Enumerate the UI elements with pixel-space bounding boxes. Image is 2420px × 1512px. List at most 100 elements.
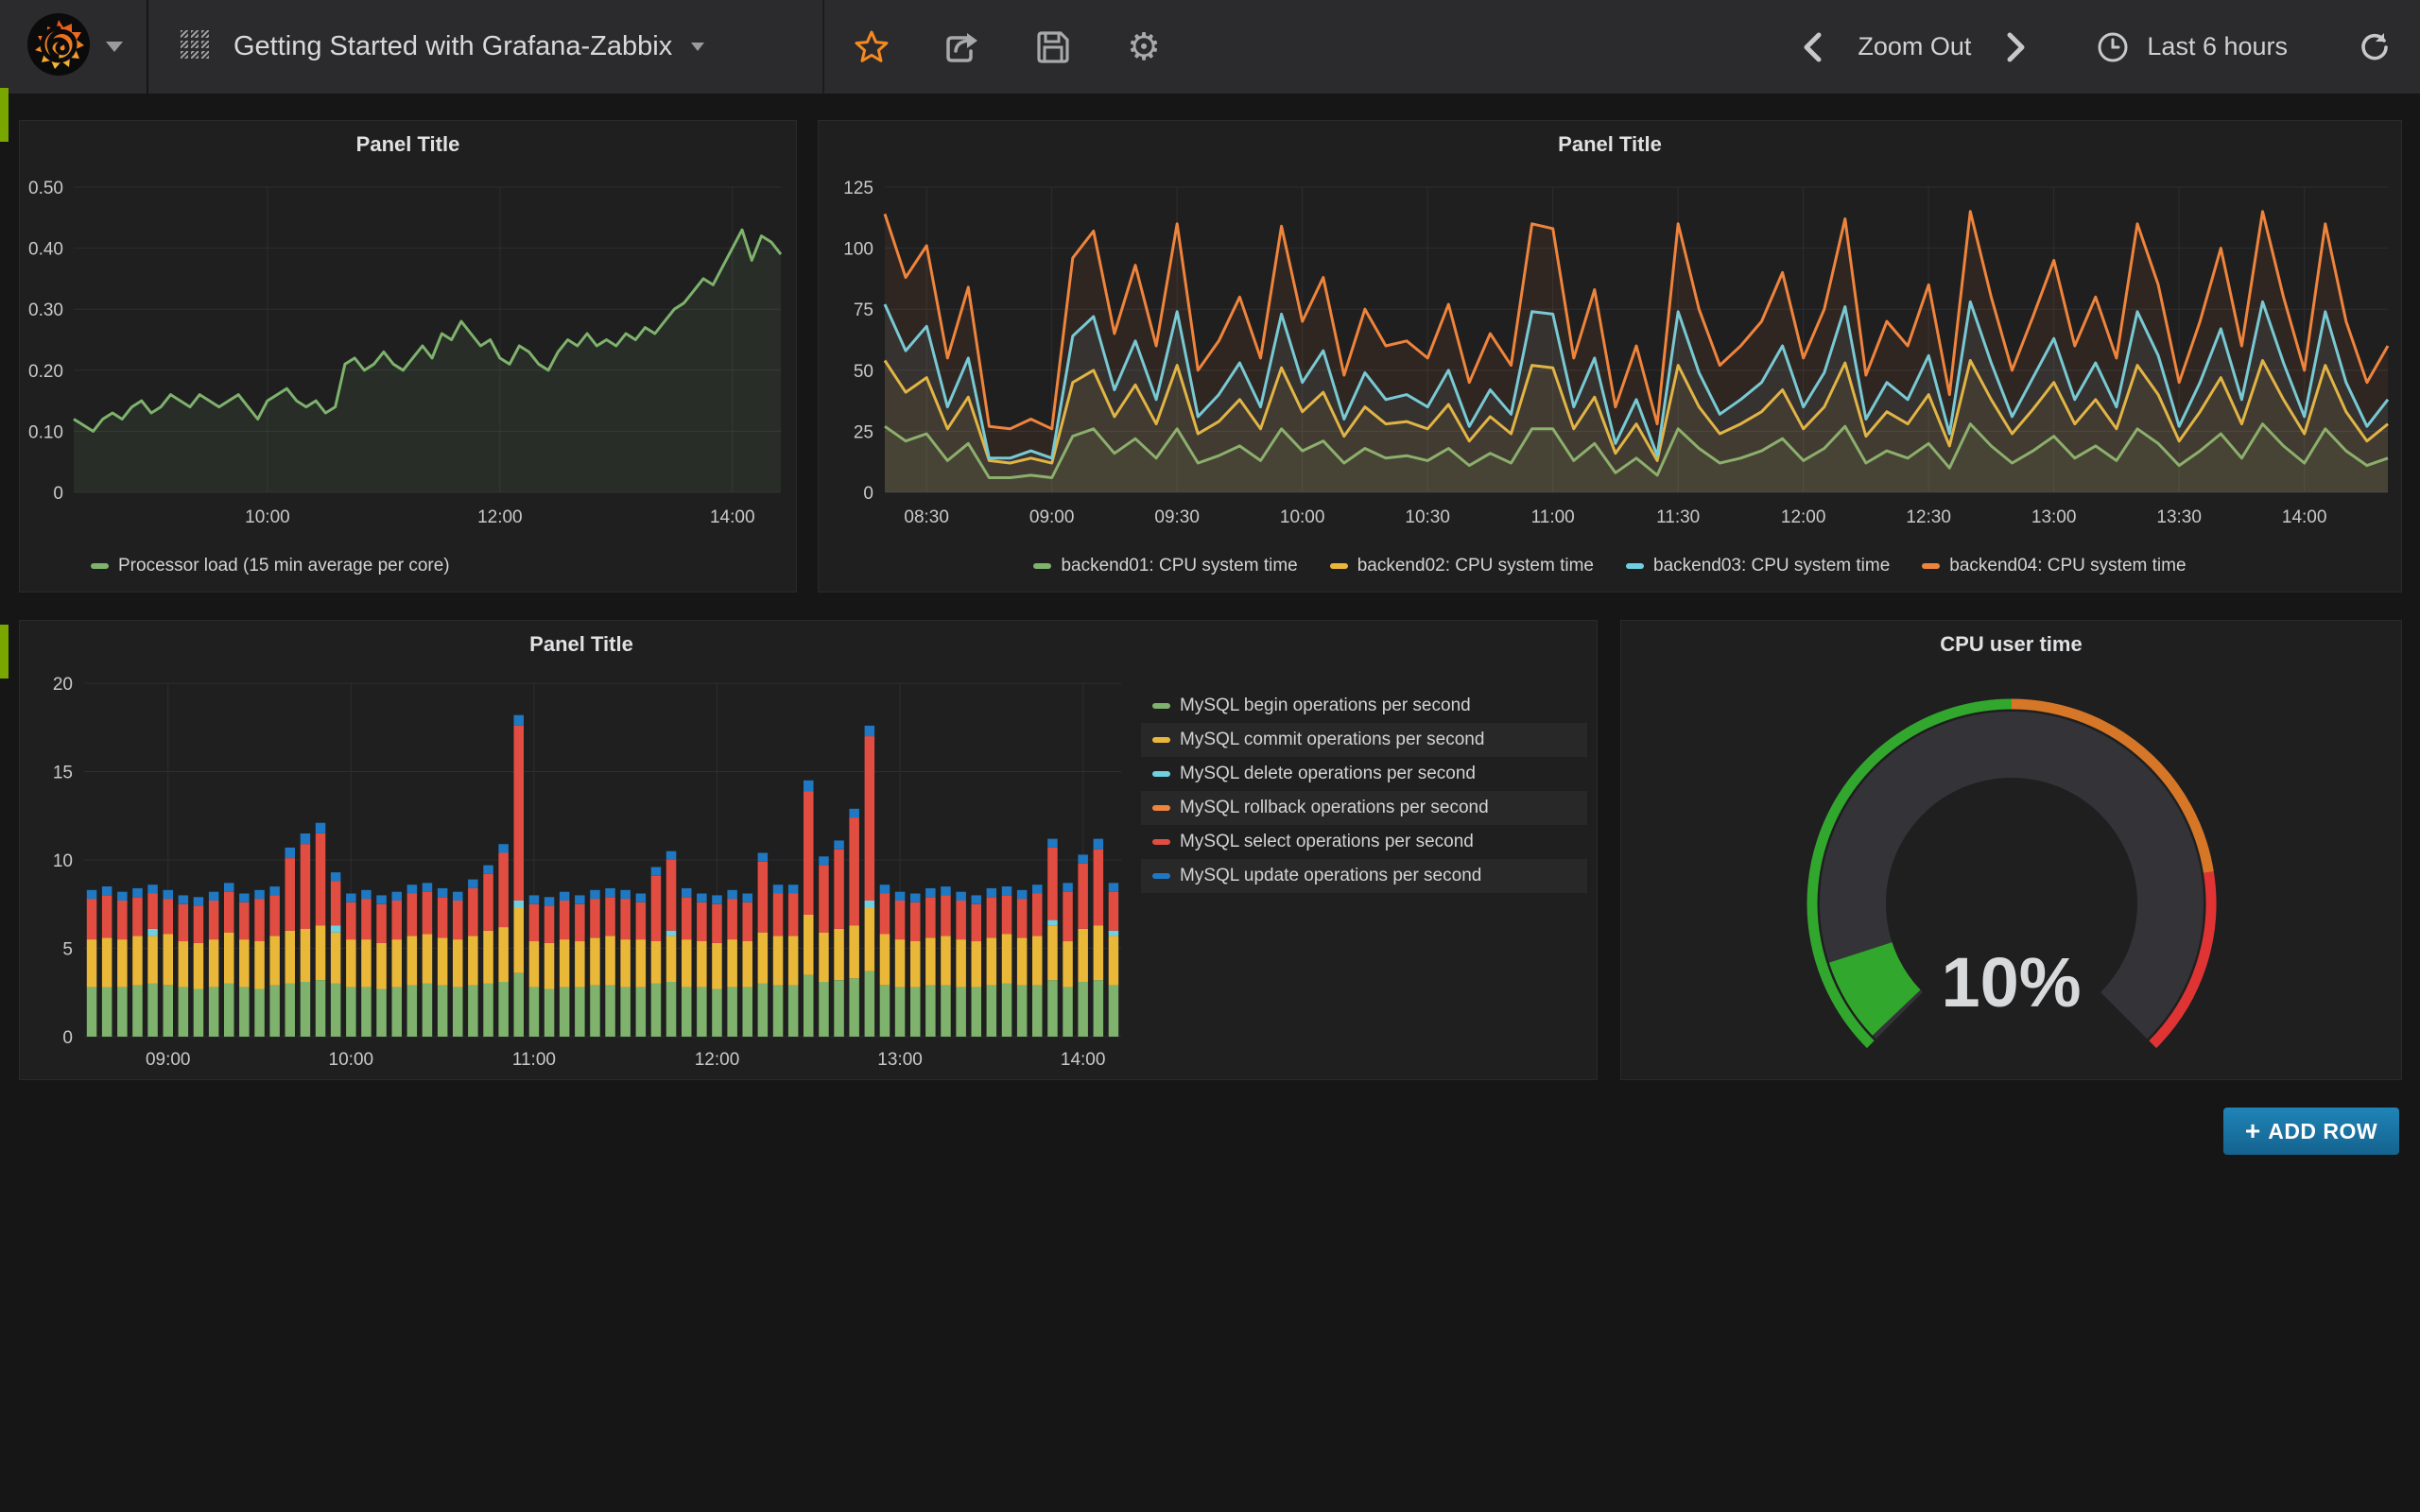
legend-swatch-icon	[1152, 737, 1170, 743]
svg-text:09:00: 09:00	[146, 1050, 191, 1070]
time-shift-left-button[interactable]	[1791, 26, 1833, 68]
panel-title[interactable]: CPU user time	[1940, 632, 2083, 656]
svg-text:15: 15	[53, 764, 73, 783]
row-menu-handle-1[interactable]	[0, 88, 9, 142]
svg-text:08:30: 08:30	[904, 507, 949, 527]
svg-text:25: 25	[854, 422, 873, 442]
legend-swatch-icon	[1626, 563, 1644, 569]
cpu-system-time-chart[interactable]: 125 100 75 50 25 0 08:30 09:00 09:30 10:00 10:30 11…	[819, 121, 2403, 593]
svg-text:10:00: 10:00	[1280, 507, 1325, 527]
svg-text:12:00: 12:00	[477, 507, 523, 527]
cpu-user-time-gauge[interactable]	[1621, 621, 2403, 1081]
legend-label: Processor load (15 min average per core)	[118, 556, 450, 576]
legend-swatch-icon	[1922, 563, 1941, 569]
legend-item[interactable]: MySQL update operations per second	[1141, 859, 1587, 893]
panel-cpu-user-time: CPU user time 10%	[1620, 620, 2402, 1080]
svg-text:0: 0	[62, 1028, 73, 1048]
legend-swatch-icon	[1152, 771, 1170, 777]
legend-label: MySQL begin operations per second	[1180, 696, 1471, 715]
dashboard-grid-icon	[181, 30, 209, 63]
svg-text:125: 125	[843, 179, 873, 198]
processor-load-chart[interactable]: 0.50 0.40 0.30 0.20 0.10 0 10:00 12:00 14:00	[20, 121, 798, 593]
legend-item[interactable]: Processor load (15 min average per core)	[91, 556, 450, 576]
legend-swatch-icon	[1329, 563, 1348, 569]
legend-swatch-icon	[1152, 873, 1170, 879]
save-button[interactable]	[1032, 26, 1074, 68]
time-range-picker[interactable]: Last 6 hours	[2147, 32, 2288, 60]
dashboard-actions: ⚙	[824, 26, 1174, 68]
svg-text:11:00: 11:00	[1531, 507, 1575, 527]
plus-icon: +	[2244, 1116, 2261, 1145]
legend-item[interactable]: MySQL select operations per second	[1141, 825, 1587, 859]
dashboard-title-caret-icon	[691, 43, 705, 51]
legend-item[interactable]: MySQL commit operations per second	[1141, 723, 1587, 757]
svg-text:20: 20	[53, 675, 73, 695]
legend-label: MySQL select operations per second	[1180, 832, 1474, 851]
legend-label: MySQL delete operations per second	[1180, 764, 1476, 783]
legend-label: MySQL update operations per second	[1180, 866, 1482, 885]
grafana-menu[interactable]	[0, 0, 148, 94]
svg-text:14:00: 14:00	[710, 507, 755, 527]
legend-label: backend04: CPU system time	[1949, 556, 2187, 576]
svg-text:75: 75	[854, 301, 873, 320]
svg-text:14:00: 14:00	[2282, 507, 2327, 527]
svg-text:14:00: 14:00	[1061, 1050, 1106, 1070]
zoom-out-button[interactable]: Zoom Out	[1858, 32, 1972, 60]
svg-text:10:30: 10:30	[1405, 507, 1450, 527]
svg-text:09:00: 09:00	[1029, 507, 1075, 527]
svg-text:12:00: 12:00	[695, 1050, 740, 1070]
legend: MySQL begin operations per second MySQL c…	[1141, 689, 1587, 893]
legend-label: backend01: CPU system time	[1061, 556, 1298, 576]
legend-item[interactable]: backend03: CPU system time	[1626, 556, 1890, 576]
legend-swatch-icon	[1152, 805, 1170, 811]
legend-label: backend02: CPU system time	[1357, 556, 1594, 576]
legend-item[interactable]: MySQL begin operations per second	[1141, 689, 1587, 723]
star-button[interactable]	[851, 26, 892, 68]
add-row-button[interactable]: + ADD ROW	[2223, 1108, 2399, 1155]
legend-item[interactable]: backend01: CPU system time	[1033, 556, 1298, 576]
svg-text:10:00: 10:00	[245, 507, 290, 527]
legend-label: MySQL commit operations per second	[1180, 730, 1485, 749]
svg-text:13:00: 13:00	[877, 1050, 923, 1070]
svg-text:0.20: 0.20	[28, 362, 63, 382]
svg-text:13:30: 13:30	[2156, 507, 2202, 527]
grafana-logo-icon	[26, 12, 91, 81]
panel-title[interactable]: Panel Title	[1558, 132, 1662, 156]
svg-text:12:30: 12:30	[1906, 507, 1951, 527]
legend-swatch-icon	[91, 563, 109, 569]
panel-mysql-operations: Panel Title 20 15 10 5 0 09:00 10:00 11:00 12:00…	[19, 620, 1598, 1080]
mysql-operations-chart[interactable]: 20 15 10 5 0 09:00 10:00 11:00 12:00 13:00 14:00	[20, 621, 1145, 1081]
share-button[interactable]	[942, 26, 983, 68]
legend-swatch-icon	[1152, 703, 1170, 709]
grafana-menu-caret-icon	[106, 42, 123, 52]
navbar: Getting Started with Grafana-Zabbix	[0, 0, 2420, 94]
row-menu-handle-2[interactable]	[0, 625, 9, 679]
svg-text:5: 5	[62, 940, 73, 960]
legend-item[interactable]: backend04: CPU system time	[1922, 556, 2187, 576]
settings-gear-button[interactable]: ⚙	[1127, 25, 1161, 69]
panel-title[interactable]: Panel Title	[529, 632, 633, 656]
dashboard-title[interactable]: Getting Started with Grafana-Zabbix	[233, 31, 673, 61]
legend-item[interactable]: MySQL delete operations per second	[1141, 757, 1587, 791]
panel-title[interactable]: Panel Title	[355, 132, 460, 156]
svg-text:13:00: 13:00	[2031, 507, 2077, 527]
refresh-button[interactable]	[2354, 26, 2395, 68]
clock-icon	[2096, 26, 2130, 68]
legend-swatch-icon	[1152, 839, 1170, 845]
svg-text:0.30: 0.30	[28, 301, 63, 320]
panel-processor-load: Panel Title 0.50 0.40 0.30 0.20 0.10 0 10:00 12…	[19, 120, 797, 593]
legend-swatch-icon	[1033, 563, 1052, 569]
legend-item[interactable]: backend02: CPU system time	[1329, 556, 1594, 576]
panel-cpu-system-time: Panel Title 125 100 75 50 25 0 08:30 09:00 09:30…	[818, 120, 2402, 593]
time-shift-right-button[interactable]	[1996, 26, 2037, 68]
svg-text:0: 0	[53, 484, 63, 504]
svg-text:11:00: 11:00	[512, 1050, 556, 1070]
legend: Processor load (15 min average per core)	[91, 556, 450, 576]
svg-text:100: 100	[843, 240, 873, 260]
legend-item[interactable]: MySQL rollback operations per second	[1141, 791, 1587, 825]
dashboard-title-section[interactable]: Getting Started with Grafana-Zabbix	[148, 0, 824, 94]
legend-label: MySQL rollback operations per second	[1180, 798, 1489, 817]
svg-text:50: 50	[854, 362, 873, 382]
legend: backend01: CPU system time backend02: CPU…	[819, 556, 2401, 576]
